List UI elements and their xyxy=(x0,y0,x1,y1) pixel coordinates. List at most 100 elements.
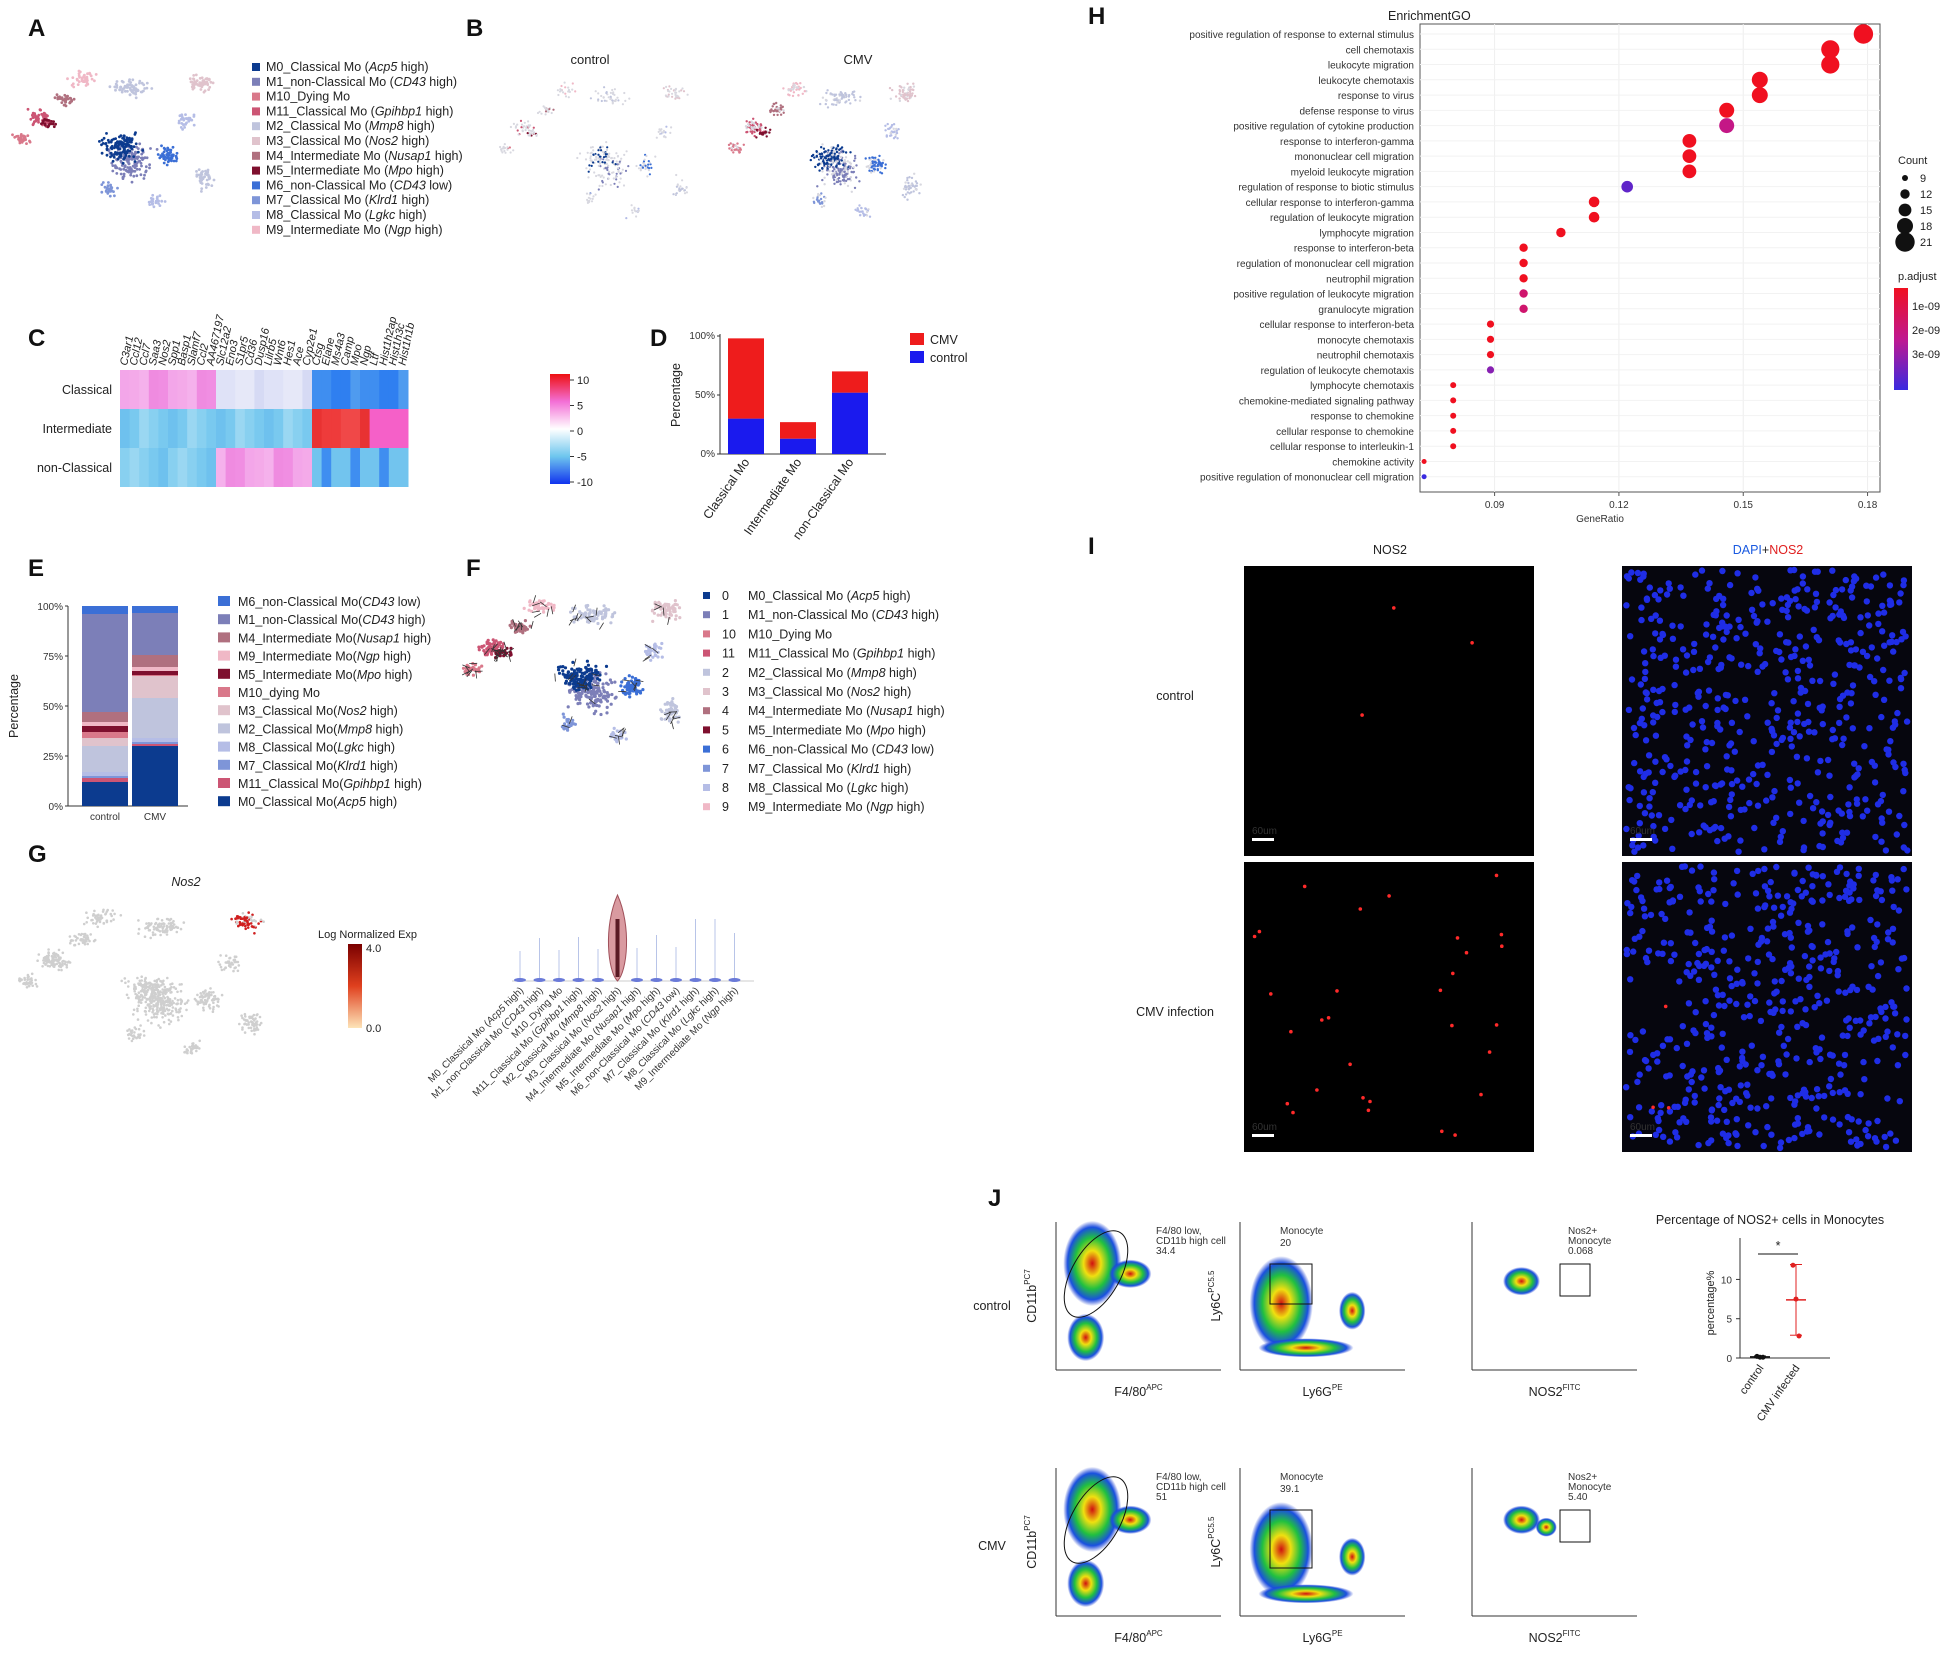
umap-cell xyxy=(809,158,812,162)
x-tick-label: 0.15 xyxy=(1734,500,1754,511)
umap-cell xyxy=(574,688,579,692)
umap-cell xyxy=(641,688,645,692)
umap-cell xyxy=(835,148,838,151)
umap-cell xyxy=(858,210,861,213)
umap-cell xyxy=(562,727,566,731)
velocity-arrow xyxy=(500,652,508,658)
row-label-cmv: CMV infection xyxy=(1136,1005,1214,1019)
nucleus xyxy=(1688,830,1695,838)
umap-cell xyxy=(858,204,861,207)
nucleus xyxy=(1824,811,1832,819)
umap-cell xyxy=(904,181,907,184)
umap-cell xyxy=(885,135,888,138)
velocity-arrow xyxy=(539,601,547,608)
nucleus xyxy=(1634,844,1642,851)
umap-cell xyxy=(607,164,610,167)
umap-cell xyxy=(761,131,764,135)
velocity-arrow xyxy=(614,735,623,738)
legend-label: M4_Intermediate Mo(Nusap1 high) xyxy=(238,631,431,645)
nucleus xyxy=(1686,704,1693,711)
go-term-label: response to chemokine xyxy=(1311,412,1415,423)
violin-base xyxy=(650,978,663,982)
umap-cell xyxy=(643,158,646,161)
umap-cell xyxy=(764,126,767,129)
heatmap-cell xyxy=(331,409,342,448)
umap-cell xyxy=(873,168,876,171)
umap-cell xyxy=(122,172,126,176)
column-title-nos2: NOS2 xyxy=(1373,543,1407,557)
umap-cell xyxy=(871,160,874,163)
umap-cell xyxy=(129,171,133,175)
cluster-number: 3 xyxy=(722,685,729,699)
velocity-arrow xyxy=(517,620,524,628)
umap-cell xyxy=(903,94,907,97)
umap-cell xyxy=(579,692,583,696)
umap-cell xyxy=(115,80,119,83)
umap-cell xyxy=(113,194,116,198)
umap-cell xyxy=(898,97,901,100)
umap-cell xyxy=(233,959,236,962)
nucleus xyxy=(1759,663,1766,670)
go-term-label: positive regulation of response to exter… xyxy=(1189,30,1414,41)
umap-cell xyxy=(789,89,792,93)
umap-cell xyxy=(138,979,142,983)
umap-cell xyxy=(673,704,677,708)
umap-cell xyxy=(26,978,29,981)
umap-cell xyxy=(607,159,610,162)
umap-cell xyxy=(623,91,626,95)
umap-cell xyxy=(597,693,602,698)
nucleus xyxy=(1874,801,1882,808)
umap-cell xyxy=(109,151,113,155)
umap-cell xyxy=(615,152,618,155)
umap-cell xyxy=(88,939,91,943)
panel-label-g: G xyxy=(28,841,47,868)
umap-cell xyxy=(205,173,209,176)
umap-cell xyxy=(212,997,215,1001)
umap-cell xyxy=(526,132,529,135)
umap-cell xyxy=(750,121,754,125)
umap-cell xyxy=(71,76,75,79)
umap-cell xyxy=(613,93,616,96)
umap-cell xyxy=(123,139,127,143)
umap-cell xyxy=(891,88,894,92)
nucleus xyxy=(1879,602,1886,609)
umap-cell xyxy=(135,1036,138,1040)
umap-cell xyxy=(822,204,826,208)
umap-cell xyxy=(98,920,102,924)
nucleus xyxy=(1702,998,1709,1005)
umap-cell xyxy=(205,81,209,85)
nucleus xyxy=(1809,805,1817,812)
umap-cell xyxy=(602,689,606,693)
nucleus xyxy=(1656,617,1664,624)
umap-cell xyxy=(844,174,847,177)
nucleus xyxy=(1885,751,1892,758)
heatmap-cell xyxy=(244,448,255,487)
umap-cell xyxy=(571,718,575,723)
umap-plot-cmv xyxy=(727,81,922,218)
nucleus xyxy=(1711,971,1718,978)
umap-cell xyxy=(120,164,124,167)
umap-cell xyxy=(152,999,156,1003)
umap-cell xyxy=(841,93,844,97)
umap-cell xyxy=(827,154,831,157)
umap-cell xyxy=(116,151,119,155)
umap-cell xyxy=(845,93,848,97)
umap-cell xyxy=(134,150,137,154)
umap-cell xyxy=(138,1036,141,1040)
umap-cell xyxy=(192,1042,195,1045)
umap-cell xyxy=(27,981,31,985)
umap-cell xyxy=(879,167,882,170)
umap-cell xyxy=(152,205,156,209)
nucleus xyxy=(1810,626,1817,633)
umap-cell xyxy=(128,149,132,153)
umap-cell xyxy=(648,648,652,653)
umap-cell xyxy=(593,171,596,174)
umap-cell xyxy=(617,170,620,173)
go-term-label: response to interferon-gamma xyxy=(1280,137,1414,148)
nucleus xyxy=(1897,590,1904,597)
umap-cell xyxy=(628,97,631,100)
heatmap-cell xyxy=(360,448,371,487)
gene-label: Ccl7 xyxy=(137,342,153,367)
go-term-label: leukocyte chemotaxis xyxy=(1318,76,1414,87)
umap-cell xyxy=(130,156,134,160)
